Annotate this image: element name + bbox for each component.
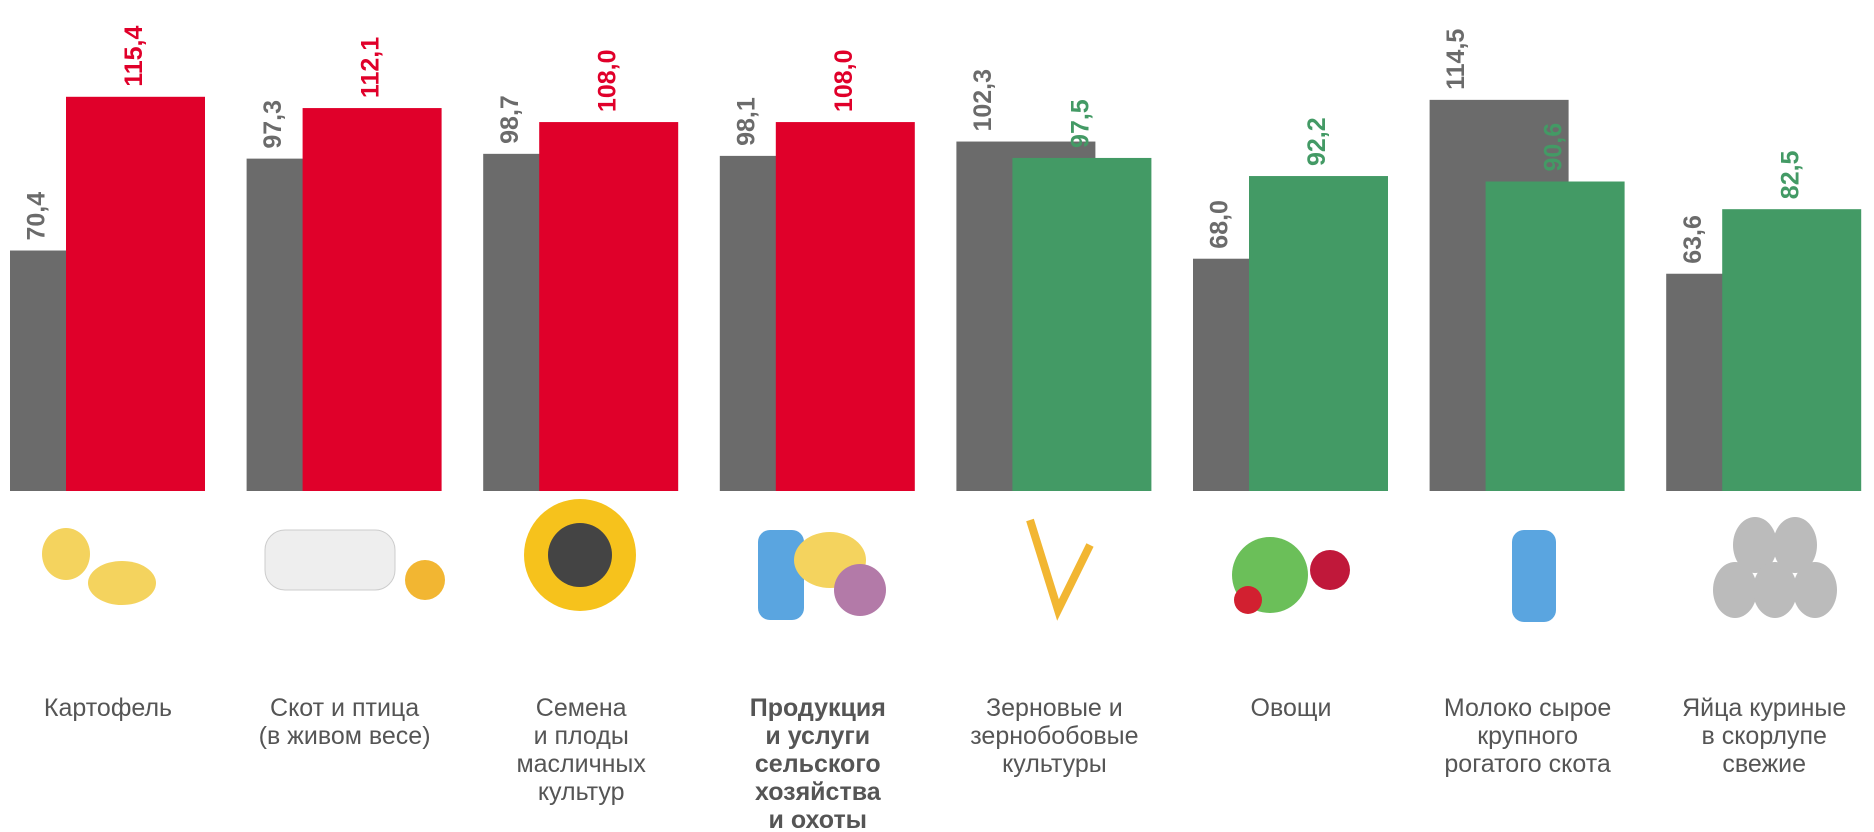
icon: [1310, 550, 1350, 590]
icon: [42, 528, 90, 580]
value-label: 97,5: [1067, 99, 1095, 148]
icon: [405, 560, 445, 600]
category-label: Яйца куриные в скорлупе свежие: [1682, 694, 1847, 778]
category-label: Зерновые и зернобобовые культуры: [970, 694, 1139, 778]
icon: [834, 564, 886, 616]
value-label: 98,7: [496, 95, 524, 144]
value-label: 97,3: [259, 100, 287, 149]
bar: [775, 122, 915, 492]
bar: [1722, 209, 1862, 491]
value-label: 68,0: [1206, 200, 1234, 249]
value-label: 63,6: [1679, 215, 1707, 264]
bar: [1485, 181, 1625, 491]
icon: [758, 530, 804, 620]
bar: [539, 122, 679, 492]
value-label: 102,3: [969, 69, 997, 132]
icons: [42, 499, 1837, 622]
icon: [1753, 562, 1797, 618]
category-label: Картофель: [43, 694, 173, 722]
category-label: Овощи: [1250, 694, 1332, 722]
icon: [1713, 562, 1757, 618]
category-label: Продукция и услуги сельского хозяйства и…: [749, 694, 886, 832]
icon: [1733, 517, 1777, 573]
category-label: Семена и плоды масличных культур: [516, 694, 646, 806]
value-label: 90,6: [1540, 123, 1568, 172]
bar: [66, 96, 205, 491]
value-label: 112,1: [357, 37, 385, 98]
bar: [1249, 176, 1388, 491]
icon: [1793, 562, 1837, 618]
icon: [1773, 517, 1817, 573]
value-label: 108,0: [830, 50, 858, 113]
value-label: 108,0: [593, 50, 621, 113]
category-label: Скот и птица (в живом весе): [258, 694, 431, 750]
value-label: 70,4: [23, 192, 51, 241]
icon: [1512, 530, 1556, 622]
icon: [264, 529, 396, 591]
icon: [88, 561, 156, 605]
value-label: 92,2: [1303, 117, 1331, 166]
bar: [1012, 157, 1152, 491]
icon: [1234, 586, 1262, 614]
value-label: 114,5: [1442, 29, 1470, 90]
bar: [302, 108, 442, 491]
value-label: 115,4: [120, 26, 148, 87]
category-label: Молоко сырое крупного рогатого скота: [1443, 694, 1612, 778]
icon: [548, 523, 612, 587]
icon: [1026, 518, 1094, 621]
value-label: 82,5: [1776, 150, 1804, 199]
value-label: 98,1: [732, 97, 760, 146]
